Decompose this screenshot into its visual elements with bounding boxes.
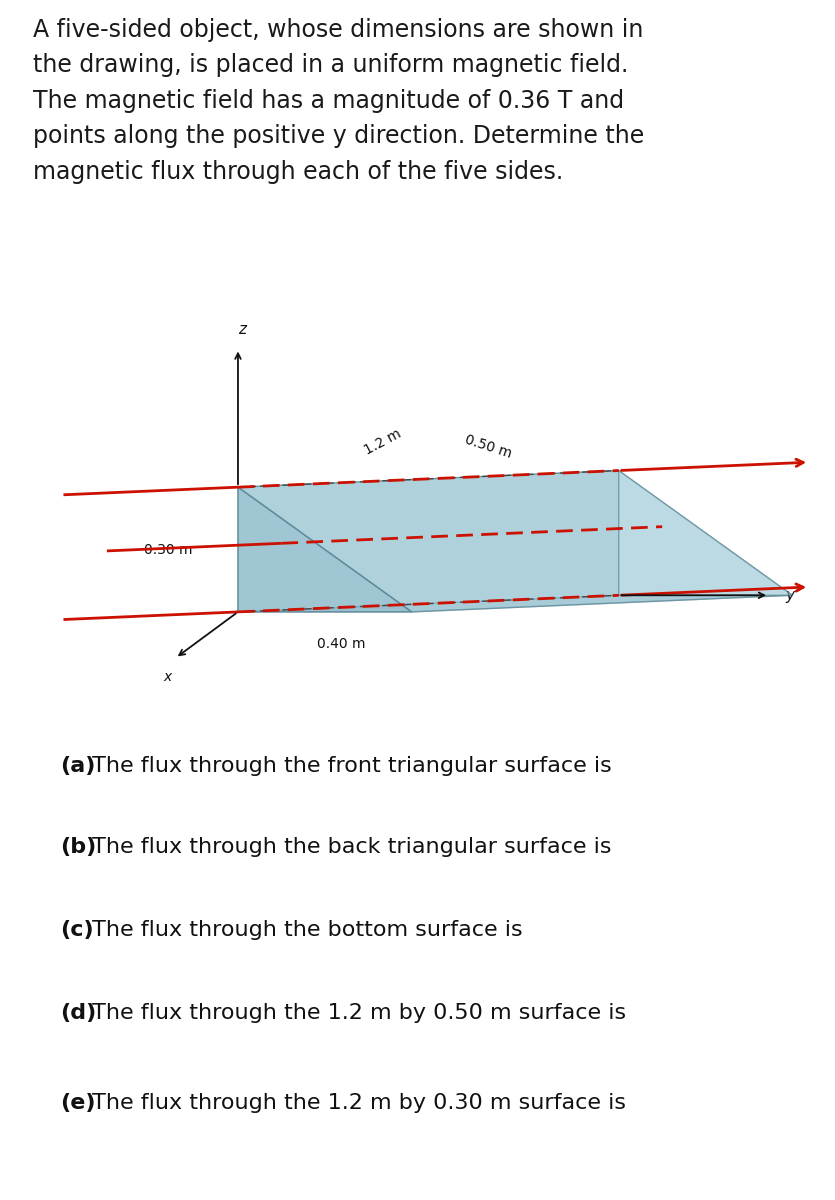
Text: 0.40 m: 0.40 m	[317, 637, 366, 652]
Text: (d): (d)	[60, 1003, 97, 1022]
Text: 0.30 m: 0.30 m	[144, 542, 192, 557]
Polygon shape	[238, 470, 792, 612]
Text: 0.50 m: 0.50 m	[463, 432, 514, 461]
Text: y: y	[786, 588, 795, 602]
Polygon shape	[619, 470, 792, 595]
Text: (c): (c)	[60, 919, 94, 940]
Text: x: x	[163, 670, 171, 684]
Text: A five-sided object, whose dimensions are shown in
the drawing, is placed in a u: A five-sided object, whose dimensions ar…	[33, 18, 645, 184]
Text: z: z	[238, 322, 246, 337]
Text: (b): (b)	[60, 836, 97, 857]
Text: (e): (e)	[60, 1093, 96, 1114]
FancyBboxPatch shape	[22, 703, 813, 1175]
Text: The flux through the bottom surface is: The flux through the bottom surface is	[84, 919, 523, 940]
Polygon shape	[238, 487, 412, 612]
Text: 1.2 m: 1.2 m	[362, 427, 403, 458]
Text: (a): (a)	[60, 756, 96, 775]
Text: The flux through the 1.2 m by 0.50 m surface is: The flux through the 1.2 m by 0.50 m sur…	[84, 1003, 626, 1022]
Text: The flux through the back triangular surface is: The flux through the back triangular sur…	[84, 836, 611, 857]
Text: The flux through the front triangular surface is: The flux through the front triangular su…	[84, 756, 611, 775]
Text: The flux through the 1.2 m by 0.30 m surface is: The flux through the 1.2 m by 0.30 m sur…	[84, 1093, 625, 1114]
Polygon shape	[238, 595, 792, 612]
Polygon shape	[238, 470, 619, 612]
